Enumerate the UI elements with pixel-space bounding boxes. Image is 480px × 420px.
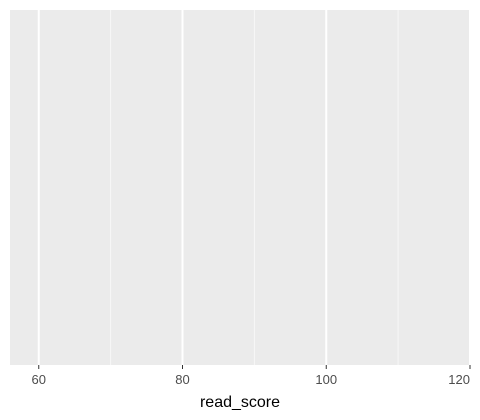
major-gridlines: [37, 10, 471, 365]
x-axis-tick-labels: 60 80 100 120: [32, 372, 470, 387]
x-tick-label: 80: [175, 372, 189, 387]
x-axis-title: read_score: [200, 394, 280, 411]
plot-panel: [10, 10, 470, 365]
x-tick-label: 100: [315, 372, 337, 387]
x-tick-label: 60: [32, 372, 46, 387]
x-axis-ticks: [38, 365, 471, 369]
x-tick-label: 120: [448, 372, 470, 387]
minor-gridlines: [110, 10, 399, 365]
